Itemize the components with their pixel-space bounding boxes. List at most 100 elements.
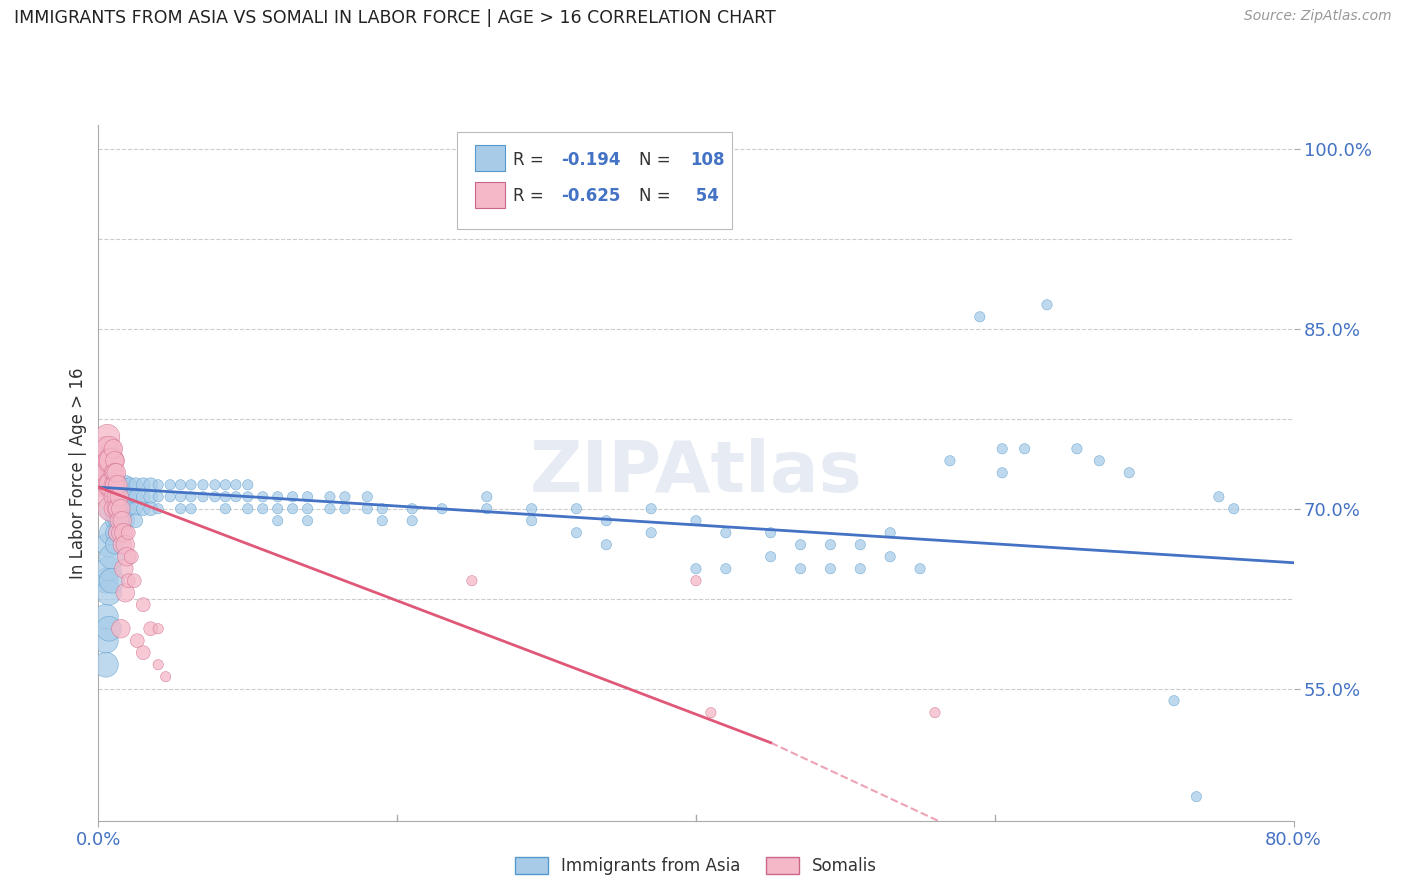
Point xyxy=(991,442,1014,456)
Point xyxy=(107,477,129,491)
Point xyxy=(101,454,124,468)
Point xyxy=(107,525,129,540)
Point xyxy=(96,454,118,468)
Point xyxy=(1118,466,1140,480)
Point xyxy=(108,490,131,504)
Text: -0.625: -0.625 xyxy=(561,187,620,205)
Point xyxy=(908,562,931,576)
Point xyxy=(281,501,304,516)
Point xyxy=(148,501,170,516)
Point xyxy=(124,574,146,588)
Point xyxy=(789,538,811,552)
Point xyxy=(118,501,141,516)
Point xyxy=(115,549,138,564)
Point xyxy=(759,525,782,540)
Point xyxy=(191,477,214,491)
Point xyxy=(969,310,991,324)
Bar xyxy=(475,182,505,209)
Point xyxy=(225,490,247,504)
Point xyxy=(110,501,132,516)
Text: 54: 54 xyxy=(690,187,718,205)
Point xyxy=(297,501,319,516)
Point xyxy=(104,525,127,540)
Point xyxy=(118,477,141,491)
Point xyxy=(252,501,274,516)
Point xyxy=(110,514,132,528)
Point xyxy=(125,490,148,504)
Point xyxy=(127,633,149,648)
Point xyxy=(685,562,707,576)
Point xyxy=(104,477,127,491)
Point xyxy=(714,525,737,540)
Point xyxy=(110,477,132,491)
Point xyxy=(96,477,118,491)
Point xyxy=(401,514,423,528)
Point xyxy=(103,466,125,480)
Point xyxy=(640,501,662,516)
Point xyxy=(110,622,132,636)
Point xyxy=(879,549,901,564)
Point xyxy=(104,490,127,504)
Point xyxy=(117,525,139,540)
Point xyxy=(97,585,120,599)
Text: -0.194: -0.194 xyxy=(561,151,620,169)
Point xyxy=(924,706,946,720)
Point xyxy=(371,514,394,528)
Point xyxy=(94,466,117,480)
Point xyxy=(101,525,124,540)
Point xyxy=(101,574,124,588)
Point xyxy=(180,501,202,516)
Point xyxy=(685,574,707,588)
Point xyxy=(1208,490,1230,504)
Point xyxy=(1066,442,1088,456)
Point xyxy=(105,501,128,516)
Point xyxy=(267,490,290,504)
Point xyxy=(132,501,155,516)
Point xyxy=(118,490,141,504)
Text: N =: N = xyxy=(638,151,675,169)
Point xyxy=(148,622,170,636)
Point xyxy=(97,622,120,636)
Point xyxy=(520,514,543,528)
Point xyxy=(267,514,290,528)
Point xyxy=(112,525,135,540)
Point xyxy=(103,442,125,456)
Point xyxy=(114,477,136,491)
Point xyxy=(94,574,117,588)
Point xyxy=(991,466,1014,480)
Point xyxy=(1088,454,1111,468)
Point xyxy=(103,501,125,516)
Point xyxy=(252,490,274,504)
Point xyxy=(214,477,236,491)
Point xyxy=(319,490,342,504)
Point xyxy=(110,490,132,504)
Point xyxy=(939,454,962,468)
Point xyxy=(114,538,136,552)
Legend: Immigrants from Asia, Somalis: Immigrants from Asia, Somalis xyxy=(508,850,884,882)
Point xyxy=(98,454,122,468)
Point xyxy=(114,490,136,504)
Point xyxy=(148,490,170,504)
Point xyxy=(104,538,127,552)
Point xyxy=(225,477,247,491)
Point xyxy=(333,490,356,504)
Point xyxy=(105,490,128,504)
Point xyxy=(1185,789,1208,804)
Text: ZIPAtlas: ZIPAtlas xyxy=(530,438,862,508)
Bar xyxy=(475,145,505,171)
Point xyxy=(148,657,170,672)
Point xyxy=(93,477,115,491)
Point xyxy=(700,706,723,720)
Point xyxy=(114,501,136,516)
Text: R =: R = xyxy=(513,151,550,169)
Point xyxy=(98,501,122,516)
Point xyxy=(93,454,115,468)
Point xyxy=(155,670,177,684)
Point xyxy=(97,442,120,456)
Point xyxy=(204,477,226,491)
Point xyxy=(104,514,127,528)
Point xyxy=(461,574,484,588)
Point xyxy=(849,562,872,576)
Point xyxy=(101,549,124,564)
Point xyxy=(94,442,117,456)
